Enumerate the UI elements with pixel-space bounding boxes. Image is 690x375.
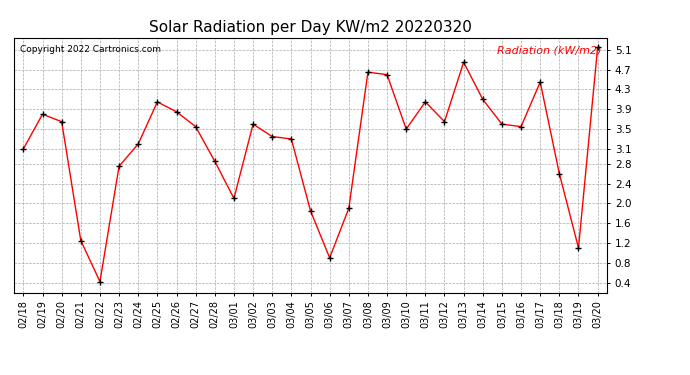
Text: Radiation (kW/m2): Radiation (kW/m2): [497, 45, 601, 55]
Title: Solar Radiation per Day KW/m2 20220320: Solar Radiation per Day KW/m2 20220320: [149, 20, 472, 35]
Text: Copyright 2022 Cartronics.com: Copyright 2022 Cartronics.com: [20, 45, 161, 54]
